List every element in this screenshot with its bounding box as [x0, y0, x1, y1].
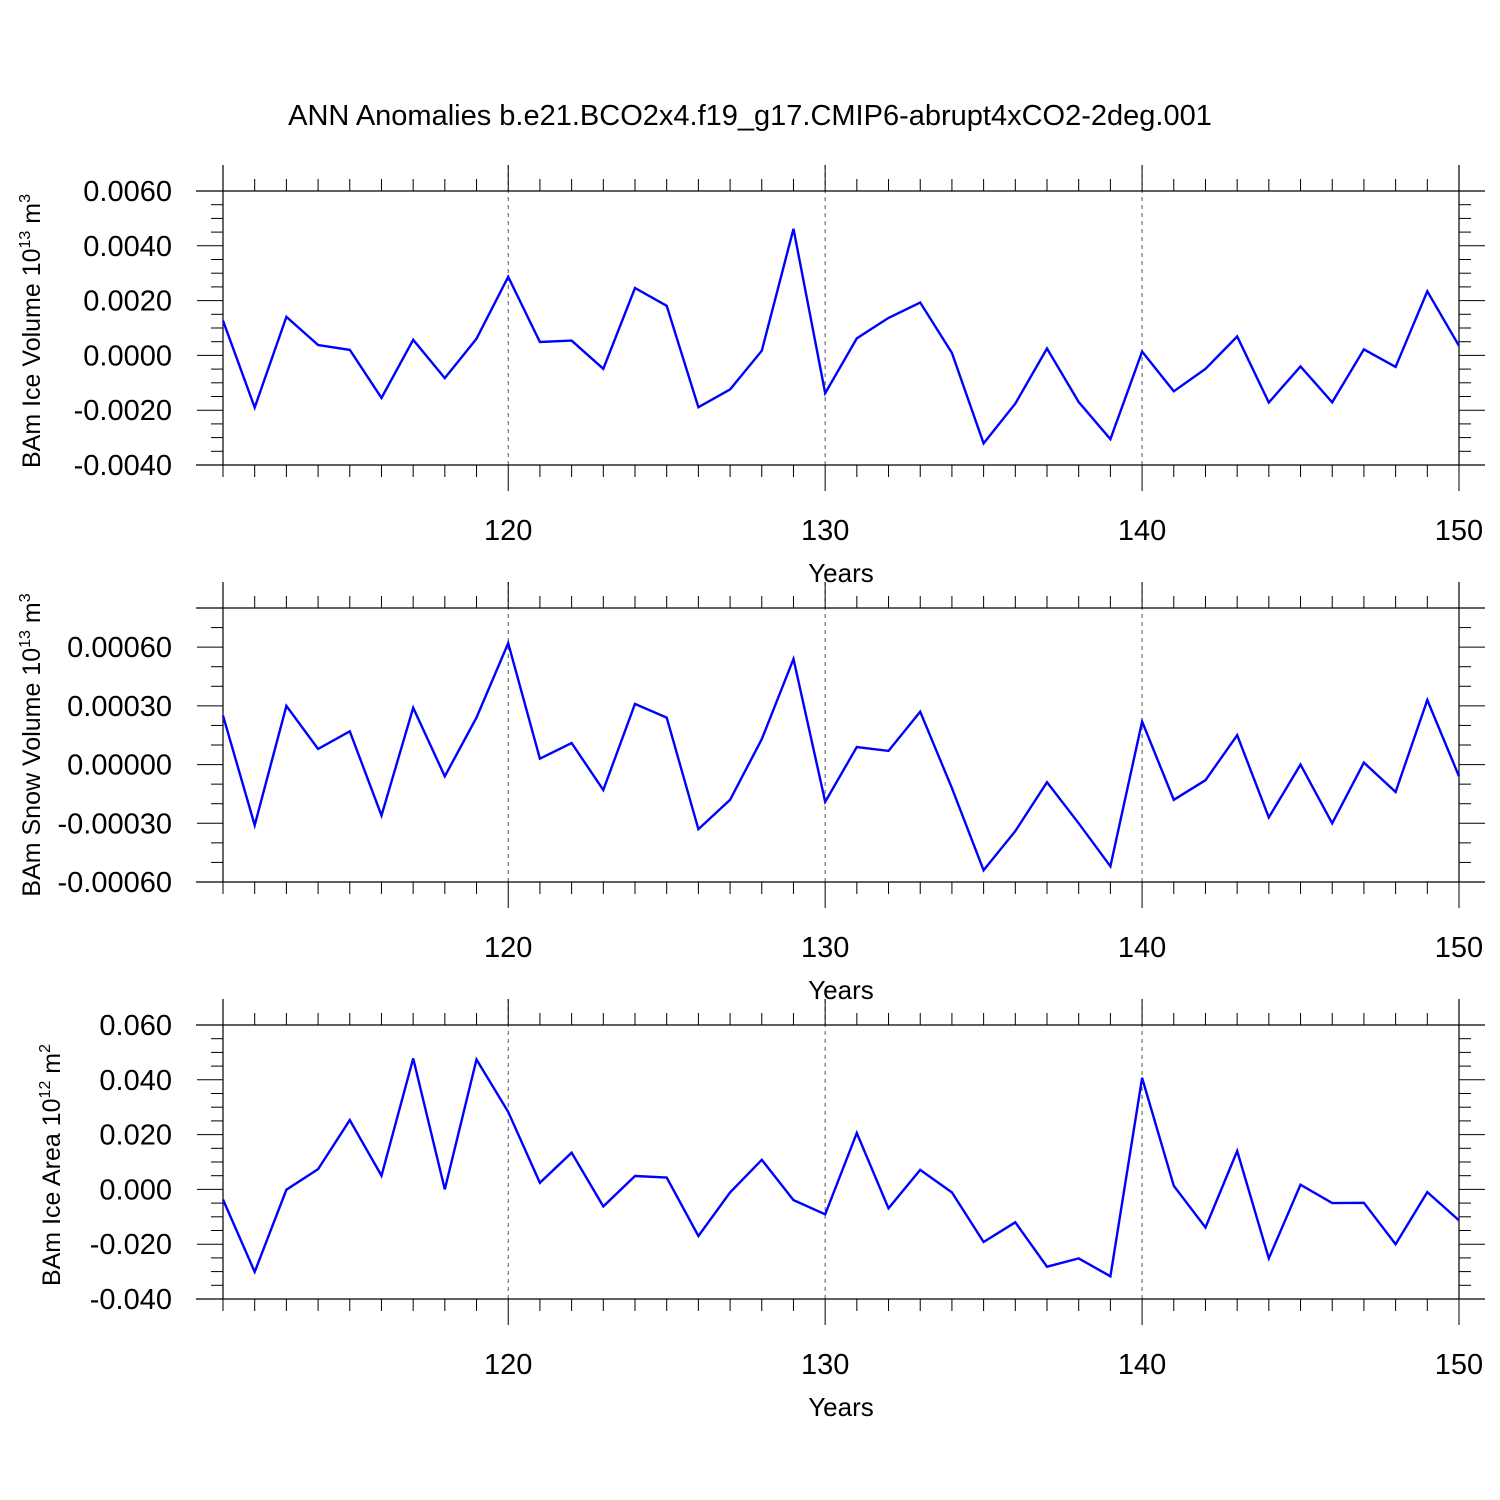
chart-panel-3: 0.060 0.040 0.020 0.000 -0.020 -0.040 120 130 14…	[37, 999, 1485, 1422]
x-axis-label: Years	[808, 975, 874, 1005]
y-axis-label: BAm Ice Area 1012 m2	[37, 1044, 66, 1286]
x-tick-label: 120	[484, 515, 532, 547]
series-line	[221, 639, 1461, 873]
y-tick-label: -0.00060	[58, 867, 173, 899]
x-tick-label: 130	[801, 1349, 849, 1381]
y-tick-label: 0.00060	[67, 632, 172, 664]
y-axis-label: BAm Snow Volume 1013 m3	[17, 593, 46, 896]
y-tick-label: 0.060	[99, 1010, 172, 1042]
y-tick-label: -0.00030	[58, 808, 173, 840]
series-line	[221, 228, 1461, 446]
x-tick-label: 150	[1435, 932, 1483, 964]
y-tick-label: 0.0000	[83, 340, 172, 372]
x-tick-label: 150	[1435, 515, 1483, 547]
y-tick-label: -0.0040	[74, 450, 172, 482]
y-tick-label: 0.0020	[83, 286, 172, 318]
chart-panel-1: 0.0060 0.0040 0.0020 0.0000 -0.0020 -0.0040 12…	[17, 165, 1485, 588]
x-tick-label: 130	[801, 932, 849, 964]
y-tick-label: 0.000	[99, 1174, 172, 1206]
y-tick-label: 0.0040	[83, 231, 172, 263]
series-line	[221, 1056, 1460, 1279]
y-tick-label: -0.0020	[74, 395, 172, 427]
page-title: ANN Anomalies b.e21.BCO2x4.f19_g17.CMIP6…	[288, 100, 1212, 132]
y-axis-label: BAm Ice Volume 1013 m3	[17, 194, 46, 468]
y-tick-label: 0.040	[99, 1065, 172, 1097]
x-tick-label: 130	[801, 515, 849, 547]
x-tick-label: 120	[484, 932, 532, 964]
y-tick-label: -0.040	[90, 1284, 172, 1316]
y-tick-label: -0.020	[90, 1229, 172, 1261]
chart-panel-2: 0.00060 0.00030 0.00000 -0.00030 -0.00060 120…	[17, 582, 1485, 1005]
x-tick-label: 140	[1118, 1349, 1166, 1381]
x-tick-label: 120	[484, 1349, 532, 1381]
y-tick-label: 0.00000	[67, 750, 172, 782]
x-tick-label: 140	[1118, 515, 1166, 547]
x-tick-label: 140	[1118, 932, 1166, 964]
x-tick-label: 150	[1435, 1349, 1483, 1381]
x-axis-label: Years	[808, 558, 874, 588]
y-tick-label: 0.0060	[83, 176, 172, 208]
x-axis-label: Years	[808, 1392, 874, 1422]
y-tick-label: 0.020	[99, 1120, 172, 1152]
y-tick-label: 0.00030	[67, 691, 172, 723]
